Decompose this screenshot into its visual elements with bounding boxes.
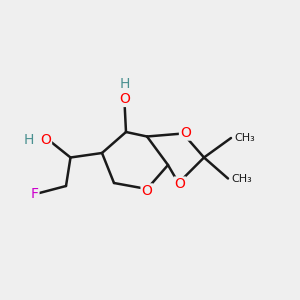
Text: O: O xyxy=(180,126,191,140)
Text: O: O xyxy=(175,178,185,191)
Text: O: O xyxy=(142,184,152,198)
Text: H: H xyxy=(119,77,130,91)
Text: H: H xyxy=(23,133,34,146)
Text: CH₃: CH₃ xyxy=(231,173,252,184)
Text: CH₃: CH₃ xyxy=(234,133,255,143)
Text: O: O xyxy=(119,92,130,106)
Text: O: O xyxy=(40,133,51,146)
Text: F: F xyxy=(31,187,38,200)
